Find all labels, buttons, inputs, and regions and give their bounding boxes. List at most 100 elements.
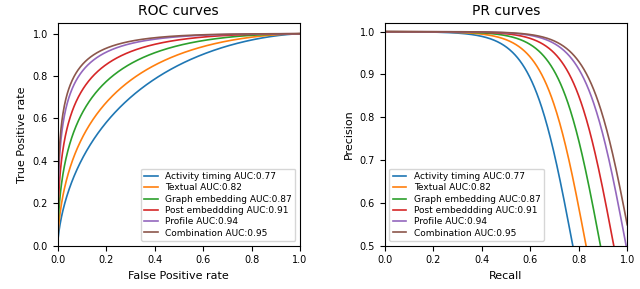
Combination AUC:0.95 <box>381 30 388 34</box>
Line: Post embeddding AUC:0.91: Post embeddding AUC:0.91 <box>58 34 300 246</box>
Activity timing AUC:0.77 <box>252 37 260 41</box>
Legend: Activity timing AUC:0.77, Textual AUC:0.82, Graph embedding AUC:0.87, Post embed: Activity timing AUC:0.77, Textual AUC:0.… <box>141 168 296 241</box>
Activity timing AUC:0.77 <box>170 66 178 69</box>
Textual AUC:0.82 <box>497 36 505 40</box>
Profile AUC:0.94 <box>512 32 520 35</box>
Combination AUC:0.95 <box>170 34 178 38</box>
Line: Profile AUC:0.94: Profile AUC:0.94 <box>385 32 627 251</box>
Graph embedding AUC:0.87 <box>169 45 177 49</box>
Profile AUC:0.94 <box>291 32 298 36</box>
Line: Combination AUC:0.95: Combination AUC:0.95 <box>385 32 627 225</box>
Combination AUC:0.95 <box>512 32 520 35</box>
Combination AUC:0.95 <box>525 33 533 36</box>
Graph embedding AUC:0.87 <box>296 32 304 36</box>
Profile AUC:0.94 <box>496 31 504 34</box>
Profile AUC:0.94 <box>252 32 260 36</box>
Combination AUC:0.95 <box>623 223 631 227</box>
Post embeddding AUC:0.91 <box>525 36 533 40</box>
Post embeddding AUC:0.91 <box>185 37 193 40</box>
Textual AUC:0.82 <box>170 55 178 58</box>
Textual AUC:0.82 <box>512 43 520 46</box>
Combination AUC:0.95 <box>296 32 304 36</box>
Line: Graph embedding AUC:0.87: Graph embedding AUC:0.87 <box>385 32 627 289</box>
Profile AUC:0.94 <box>54 244 61 247</box>
Post embeddding AUC:0.91 <box>169 39 177 42</box>
Graph embedding AUC:0.87 <box>497 33 505 37</box>
Graph embedding AUC:0.87 <box>381 30 388 34</box>
Post embeddding AUC:0.91 <box>497 32 505 35</box>
Post embeddding AUC:0.91 <box>618 284 625 287</box>
Graph embedding AUC:0.87 <box>54 244 61 247</box>
Combination AUC:0.95 <box>618 193 625 197</box>
Profile AUC:0.94 <box>580 76 588 80</box>
Textual AUC:0.82 <box>525 54 533 58</box>
Profile AUC:0.94 <box>623 250 631 253</box>
Textual AUC:0.82 <box>381 30 388 34</box>
Combination AUC:0.95 <box>54 244 61 247</box>
Line: Textual AUC:0.82: Textual AUC:0.82 <box>58 34 300 246</box>
Textual AUC:0.82 <box>169 55 177 59</box>
Combination AUC:0.95 <box>169 34 177 38</box>
Activity timing AUC:0.77 <box>381 30 388 34</box>
Line: Textual AUC:0.82: Textual AUC:0.82 <box>385 32 627 289</box>
Post embeddding AUC:0.91 <box>496 32 504 35</box>
Graph embedding AUC:0.87 <box>291 32 298 36</box>
Activity timing AUC:0.77 <box>525 74 533 77</box>
Activity timing AUC:0.77 <box>497 42 505 46</box>
Combination AUC:0.95 <box>496 31 504 34</box>
Post embeddding AUC:0.91 <box>54 244 61 247</box>
Graph embedding AUC:0.87 <box>170 45 178 49</box>
X-axis label: Recall: Recall <box>490 271 523 281</box>
Graph embedding AUC:0.87 <box>525 42 533 46</box>
Activity timing AUC:0.77 <box>291 32 298 36</box>
Title: ROC curves: ROC curves <box>138 4 219 18</box>
Profile AUC:0.94 <box>198 34 205 37</box>
Post embeddding AUC:0.91 <box>381 30 388 34</box>
Activity timing AUC:0.77 <box>296 32 304 36</box>
Y-axis label: True Positive rate: True Positive rate <box>17 86 27 183</box>
Textual AUC:0.82 <box>198 45 205 49</box>
Post embeddding AUC:0.91 <box>512 33 520 37</box>
Combination AUC:0.95 <box>291 32 298 36</box>
Profile AUC:0.94 <box>170 35 178 39</box>
Textual AUC:0.82 <box>296 32 304 36</box>
Graph embedding AUC:0.87 <box>496 33 504 36</box>
Line: Activity timing AUC:0.77: Activity timing AUC:0.77 <box>58 34 300 246</box>
Post embeddding AUC:0.91 <box>170 39 178 42</box>
Profile AUC:0.94 <box>185 34 193 38</box>
Post embeddding AUC:0.91 <box>252 32 260 36</box>
Line: Activity timing AUC:0.77: Activity timing AUC:0.77 <box>385 32 627 289</box>
Textual AUC:0.82 <box>291 32 298 36</box>
Textual AUC:0.82 <box>580 230 588 234</box>
Combination AUC:0.95 <box>497 31 505 34</box>
Graph embedding AUC:0.87 <box>580 159 588 162</box>
Combination AUC:0.95 <box>252 32 260 36</box>
Post embeddding AUC:0.91 <box>296 32 304 36</box>
Title: PR curves: PR curves <box>472 4 540 18</box>
Textual AUC:0.82 <box>185 49 193 53</box>
Graph embedding AUC:0.87 <box>252 33 260 37</box>
Profile AUC:0.94 <box>169 36 177 39</box>
Line: Graph embedding AUC:0.87: Graph embedding AUC:0.87 <box>58 34 300 246</box>
Profile AUC:0.94 <box>381 30 388 34</box>
Post embeddding AUC:0.91 <box>198 36 205 39</box>
Profile AUC:0.94 <box>296 32 304 36</box>
Textual AUC:0.82 <box>54 244 61 247</box>
Activity timing AUC:0.77 <box>185 59 193 62</box>
Profile AUC:0.94 <box>525 34 533 37</box>
Graph embedding AUC:0.87 <box>185 42 193 45</box>
Line: Post embeddding AUC:0.91: Post embeddding AUC:0.91 <box>385 32 627 289</box>
X-axis label: False Positive rate: False Positive rate <box>129 271 229 281</box>
Line: Profile AUC:0.94: Profile AUC:0.94 <box>58 34 300 246</box>
Activity timing AUC:0.77 <box>54 244 61 247</box>
Profile AUC:0.94 <box>497 31 505 34</box>
Graph embedding AUC:0.87 <box>198 39 205 42</box>
Post embeddding AUC:0.91 <box>580 108 588 112</box>
Activity timing AUC:0.77 <box>512 54 520 58</box>
Legend: Activity timing AUC:0.77, Textual AUC:0.82, Graph embedding AUC:0.87, Post embed: Activity timing AUC:0.77, Textual AUC:0.… <box>389 168 544 241</box>
Textual AUC:0.82 <box>496 36 504 39</box>
Graph embedding AUC:0.87 <box>512 36 520 40</box>
Combination AUC:0.95 <box>198 33 205 36</box>
Y-axis label: Precision: Precision <box>344 110 354 159</box>
Combination AUC:0.95 <box>580 67 588 70</box>
